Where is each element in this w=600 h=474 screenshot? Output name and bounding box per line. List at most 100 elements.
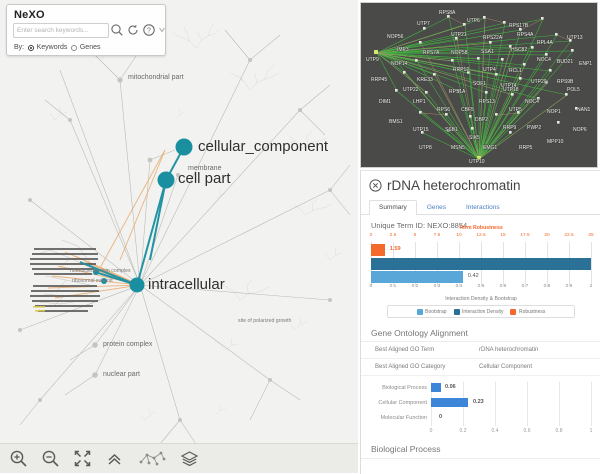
- tick-top-3: 7.5: [433, 233, 441, 238]
- radio-option-genes[interactable]: Genes: [71, 44, 100, 51]
- gridline: [527, 382, 528, 426]
- zoom-in-button[interactable]: [9, 449, 28, 468]
- value-best-aligned-go-category: Cellular Component: [479, 364, 533, 370]
- legend-label-bootstrap: Bootstrap: [425, 308, 447, 315]
- legend-swatch-robustness: [510, 308, 517, 315]
- go-bar-cellular-component[interactable]: [431, 398, 468, 407]
- svg-text:UTP22: UTP22: [403, 87, 419, 93]
- fit-to-screen-button[interactable]: [73, 449, 92, 468]
- go-category-alignment-chart: Biological Process Cellular Component Mo…: [369, 380, 593, 440]
- svg-text:RPS17B: RPS17B: [509, 23, 529, 29]
- label-best-aligned-go-category: Best Aligned GO Category: [375, 364, 446, 370]
- svg-text:RPS7A: RPS7A: [423, 50, 440, 56]
- go-bar-biological-process[interactable]: [431, 383, 441, 392]
- bar-value-robustness: 1.59: [389, 246, 401, 252]
- svg-text:SOF1: SOF1: [473, 81, 486, 87]
- svg-text:UTP20: UTP20: [531, 79, 547, 85]
- tab-interactions[interactable]: Interactions: [465, 204, 500, 211]
- svg-text:NOP6: NOP6: [573, 127, 587, 133]
- radio-option-keywords[interactable]: Keywords: [28, 44, 67, 51]
- svg-text:UTP15: UTP15: [413, 127, 429, 133]
- close-circle-icon[interactable]: [369, 179, 382, 192]
- svg-text:RPS6: RPS6: [437, 107, 450, 113]
- svg-text:HSC82: HSC82: [511, 47, 527, 53]
- tick-top-4: 10: [456, 233, 462, 238]
- tab-genes[interactable]: Genes: [426, 204, 446, 211]
- gene-network-canvas[interactable]: UTP9 UTP10 RPS8A UTP6 UTP7 NOP56 RPS17B …: [361, 3, 598, 168]
- tick-top-2: 5: [413, 233, 417, 238]
- svg-text:UTP13: UTP13: [567, 35, 583, 41]
- legend-item-robustness[interactable]: Robustness: [510, 308, 545, 315]
- search-panel[interactable]: NeXO ? By: Key: [6, 4, 166, 56]
- tick-bot-9: 0.9: [565, 284, 573, 289]
- help-icon[interactable]: ?: [142, 23, 156, 37]
- tick-top-1: 2.5: [389, 233, 397, 238]
- svg-text:RPS8A: RPS8A: [439, 10, 456, 16]
- svg-text:NOP14: NOP14: [391, 61, 408, 67]
- svg-text:NOP58: NOP58: [451, 50, 468, 56]
- go-bar-value-cellular-component: 0.23: [473, 399, 484, 405]
- svg-text:SSA1: SSA1: [481, 49, 494, 55]
- tab-summary[interactable]: Summary: [369, 200, 417, 215]
- go-category-label-molecular-function: Molecular Function: [380, 415, 427, 421]
- term-robustness-chart: Term Robustness 0 2.5 5 7.5 10 12.5 15 1…: [370, 225, 594, 295]
- bar-robustness[interactable]: [371, 244, 386, 256]
- caret-down-icon[interactable]: [158, 23, 166, 37]
- svg-text:RPS22A: RPS22A: [483, 35, 503, 41]
- radio-genes-icon[interactable]: [71, 44, 78, 51]
- zoom-out-button[interactable]: [41, 449, 60, 468]
- ontology-tree-view[interactable]: cellular_component cell part intracellul…: [0, 0, 358, 473]
- search-input[interactable]: [13, 23, 109, 38]
- unique-term-id: Unique Term ID: NEXO:8854: [371, 221, 468, 230]
- search-icon[interactable]: [110, 23, 124, 37]
- layers-button[interactable]: [180, 449, 199, 468]
- bar-row-interaction-density: [371, 258, 591, 270]
- term-detail-content: rDNA heterochromatin Summary Genes Inter…: [361, 171, 600, 474]
- svg-text:NOP56: NOP56: [387, 34, 404, 40]
- robustness-top-axis: 0 2.5 5 7.5 10 12.5 15 17.5 20 22.5 25: [370, 233, 594, 242]
- go-category-label-cellular-component: Cellular Component: [378, 400, 427, 406]
- svg-text:UTP14: UTP14: [501, 83, 517, 89]
- bar-bootstrap[interactable]: [371, 271, 464, 283]
- ontology-tree-canvas[interactable]: [0, 0, 358, 473]
- go-bar-value-biological-process: 0.06: [445, 384, 456, 390]
- tick-top-10: 25: [588, 233, 594, 238]
- go-category-label-biological-process: Biological Process: [382, 385, 427, 391]
- tick-top-9: 22.5: [564, 233, 574, 238]
- svg-text:BUD21: BUD21: [557, 59, 573, 65]
- svg-text:UTP5: UTP5: [509, 107, 522, 113]
- go-xtick-0: 0: [429, 428, 433, 434]
- gridline: [559, 382, 560, 426]
- network-overview-button[interactable]: [137, 449, 167, 468]
- bar-value-bootstrap: 0.42: [467, 273, 479, 279]
- radio-genes-label: Genes: [79, 44, 101, 51]
- section-header-go-alignment: Gene Ontology Alignment: [361, 322, 600, 342]
- reset-icon[interactable]: [126, 23, 140, 37]
- svg-text:PWP2: PWP2: [527, 125, 541, 131]
- collapse-button[interactable]: [105, 449, 124, 468]
- tick-bot-1: 0.1: [389, 284, 397, 289]
- tick-bot-6: 0.6: [499, 284, 507, 289]
- svg-text:RRP12: RRP12: [453, 67, 469, 73]
- bar-interaction-density[interactable]: [371, 258, 591, 270]
- svg-text:NOC4: NOC4: [537, 57, 551, 63]
- term-detail-panel: rDNA heterochromatin Summary Genes Inter…: [360, 170, 600, 474]
- gridline: [591, 382, 592, 426]
- legend-item-interaction-density[interactable]: Interaction Density: [453, 308, 503, 315]
- tick-bot-7: 0.7: [521, 284, 529, 289]
- gridline: [591, 242, 592, 286]
- robustness-bottom-axis: 0 0.1 0.2 0.3 0.4 0.5 0.6 0.7 0.8 0.9 1: [370, 284, 593, 293]
- value-best-aligned-go-term: rDNA heterochromatin: [479, 347, 539, 353]
- legend-item-bootstrap[interactable]: Bootstrap: [416, 308, 447, 315]
- svg-text:RRP9: RRP9: [503, 125, 517, 131]
- tick-top-6: 15: [500, 233, 506, 238]
- label-best-aligned-go-term: Best Aligned GO Term: [375, 347, 435, 353]
- gene-interaction-network[interactable]: UTP9 UTP10 RPS8A UTP6 UTP7 NOP56 RPS17B …: [360, 2, 598, 168]
- svg-text:IMP3: IMP3: [397, 47, 409, 53]
- svg-text:UTP6: UTP6: [467, 18, 480, 24]
- radio-keywords-icon[interactable]: [28, 44, 35, 51]
- svg-text:?: ?: [147, 28, 151, 35]
- svg-text:SSB1: SSB1: [445, 127, 458, 133]
- svg-text:UTP4: UTP4: [483, 67, 496, 73]
- go-xtick-1: 0.2: [459, 428, 467, 434]
